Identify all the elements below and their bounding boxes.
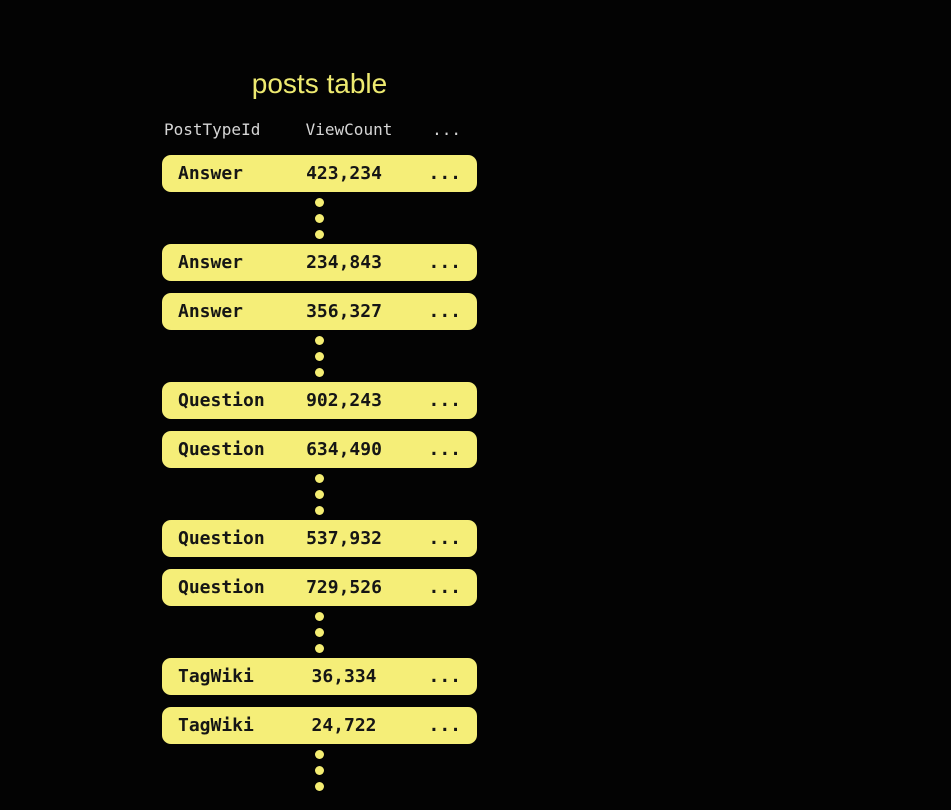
dot-icon: [315, 781, 324, 791]
dot-icon: [315, 643, 324, 653]
ellipsis-dots: [162, 468, 477, 520]
cell-ellipsis: ...: [428, 666, 461, 687]
dot-icon: [315, 505, 324, 515]
cell-post-type: TagWiki: [178, 666, 254, 687]
cell-ellipsis: ...: [428, 163, 461, 184]
cell-ellipsis: ...: [428, 390, 461, 411]
cell-post-type: Question: [178, 528, 265, 549]
cell-view-count: 902,243: [306, 390, 382, 411]
table-row: Question 634,490...: [162, 431, 477, 468]
table-row: Answer 356,327...: [162, 293, 477, 330]
table-body: Answer 423,234... Answer 234,843... Answer 35…: [162, 155, 477, 796]
cell-ellipsis: ...: [428, 252, 461, 273]
cell-ellipsis: ...: [428, 715, 461, 736]
cell-view-count: 634,490: [306, 439, 382, 460]
cell-view-count: 423,234: [306, 163, 382, 184]
dot-icon: [315, 611, 324, 621]
cell-view-count: 537,932: [306, 528, 382, 549]
table-row: Question 537,932...: [162, 520, 477, 557]
ellipsis-dots: [162, 744, 477, 796]
cell-post-type: Question: [178, 390, 265, 411]
posts-table-diagram: posts table PostTypeId ViewCount ... Ans…: [162, 0, 477, 796]
table-row: TagWiki 36,334...: [162, 658, 477, 695]
table-row: Question 902,243...: [162, 382, 477, 419]
cell-post-type: Answer: [178, 301, 244, 322]
column-header-post-type-id: PostTypeId: [164, 120, 261, 139]
cell-view-count: 24,722: [311, 715, 377, 736]
page-title: posts table: [251, 68, 388, 99]
table-row: TagWiki 24,722...: [162, 707, 477, 744]
table-row: Answer 423,234...: [162, 155, 477, 192]
cell-post-type: Answer: [178, 163, 244, 184]
cell-post-type: TagWiki: [178, 715, 254, 736]
cell-view-count: 729,526: [306, 577, 382, 598]
dot-icon: [315, 335, 324, 345]
ellipsis-dots: [162, 192, 477, 244]
table-row: Question 729,526...: [162, 569, 477, 606]
dot-icon: [315, 367, 324, 377]
cell-view-count: 234,843: [306, 252, 382, 273]
column-headers: PostTypeId ViewCount ...: [162, 121, 477, 139]
cell-ellipsis: ...: [428, 528, 461, 549]
dot-icon: [315, 489, 324, 499]
table-row: Answer 234,843...: [162, 244, 477, 281]
column-header-ellipsis: ...: [432, 120, 461, 139]
dot-icon: [315, 229, 324, 239]
dot-icon: [315, 351, 324, 361]
cell-ellipsis: ...: [428, 439, 461, 460]
dot-icon: [315, 473, 324, 483]
dot-icon: [315, 627, 324, 637]
cell-post-type: Answer: [178, 252, 244, 273]
cell-post-type: Question: [178, 439, 265, 460]
cell-view-count: 36,334: [311, 666, 377, 687]
cell-ellipsis: ...: [428, 301, 461, 322]
dot-icon: [315, 749, 324, 759]
dot-icon: [315, 197, 324, 207]
ellipsis-dots: [162, 606, 477, 658]
cell-view-count: 356,327: [306, 301, 382, 322]
ellipsis-dots: [162, 330, 477, 382]
dot-icon: [315, 213, 324, 223]
dot-icon: [315, 765, 324, 775]
cell-post-type: Question: [178, 577, 265, 598]
cell-ellipsis: ...: [428, 577, 461, 598]
column-header-view-count: ViewCount: [305, 120, 393, 139]
